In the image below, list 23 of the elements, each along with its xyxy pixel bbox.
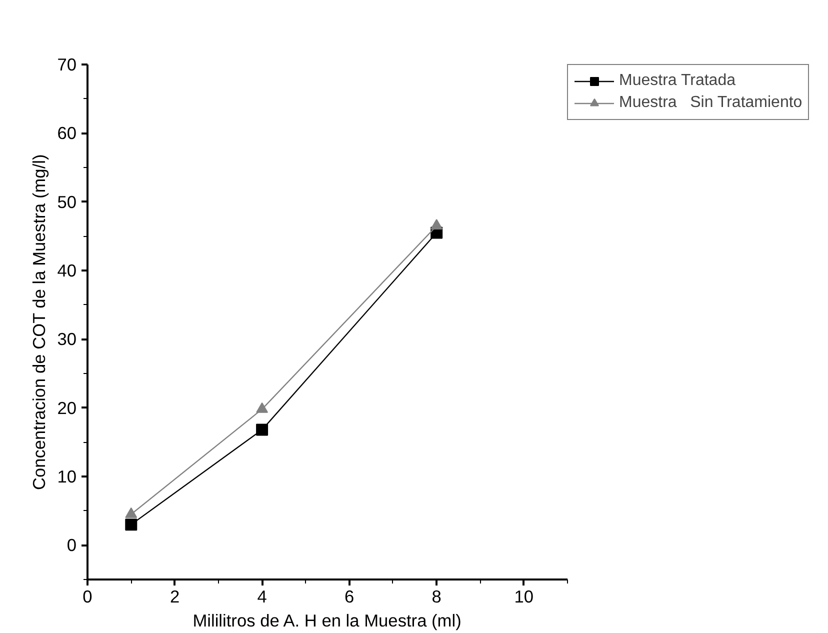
y-tick-label: 30 [57,329,77,350]
y-tick-label: 20 [57,398,77,418]
point [430,219,443,230]
legend-label: Muestra Tratada [619,72,736,90]
point [256,402,268,413]
point [125,518,138,531]
x-tick-label: 2 [170,586,180,606]
y-axis-title: Concentracion de COT de la Muestra (mg/l) [29,154,50,490]
y-tick-label: 10 [57,466,77,486]
y-tick-label: 40 [57,260,77,280]
point [125,507,138,518]
x-tick-label: 6 [344,586,354,606]
point [256,424,268,436]
x-axis-title: Mililitros de A. H en la Muestra (ml) [192,610,462,630]
y-tick-label: 50 [57,192,77,212]
y-tick-label: 70 [57,54,77,74]
x-tick-label: 4 [257,586,268,606]
legend-label: Muestra Sin Tratamiento [619,94,802,112]
y-tick-label: 60 [57,123,77,144]
y-tick-label: 0 [66,535,77,556]
x-tick-label: 8 [432,586,442,606]
x-tick-label: 0 [82,586,92,606]
x-tick-label: 10 [514,586,534,606]
